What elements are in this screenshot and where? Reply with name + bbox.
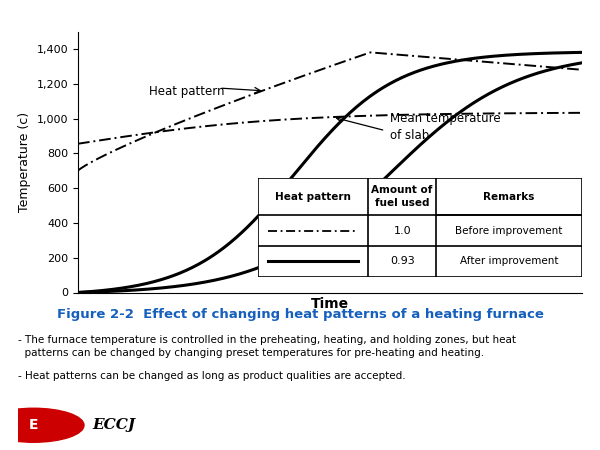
Circle shape [0,408,84,442]
Text: Heat pattern: Heat pattern [275,192,351,202]
Text: 1.0: 1.0 [394,226,411,236]
Text: Remarks: Remarks [484,192,535,202]
Text: Before improvement: Before improvement [455,226,563,236]
Text: ECCJ: ECCJ [92,418,136,432]
Text: Amount of
fuel used: Amount of fuel used [371,185,433,208]
Y-axis label: Temperature (c): Temperature (c) [18,112,31,212]
Text: 0.93: 0.93 [390,256,415,266]
Text: - Heat patterns can be changed as long as product qualities are accepted.: - Heat patterns can be changed as long a… [18,371,406,381]
Text: After improvement: After improvement [460,256,559,266]
Text: E: E [29,418,38,432]
Text: Heat pattern: Heat pattern [149,85,224,98]
Text: Figure 2-2  Effect of changing heat patterns of a heating furnace: Figure 2-2 Effect of changing heat patte… [56,308,544,321]
Text: - The furnace temperature is controlled in the preheating, heating, and holding : - The furnace temperature is controlled … [18,335,516,359]
Text: Mean temperature
of slab: Mean temperature of slab [391,112,501,142]
X-axis label: Time: Time [311,297,349,310]
